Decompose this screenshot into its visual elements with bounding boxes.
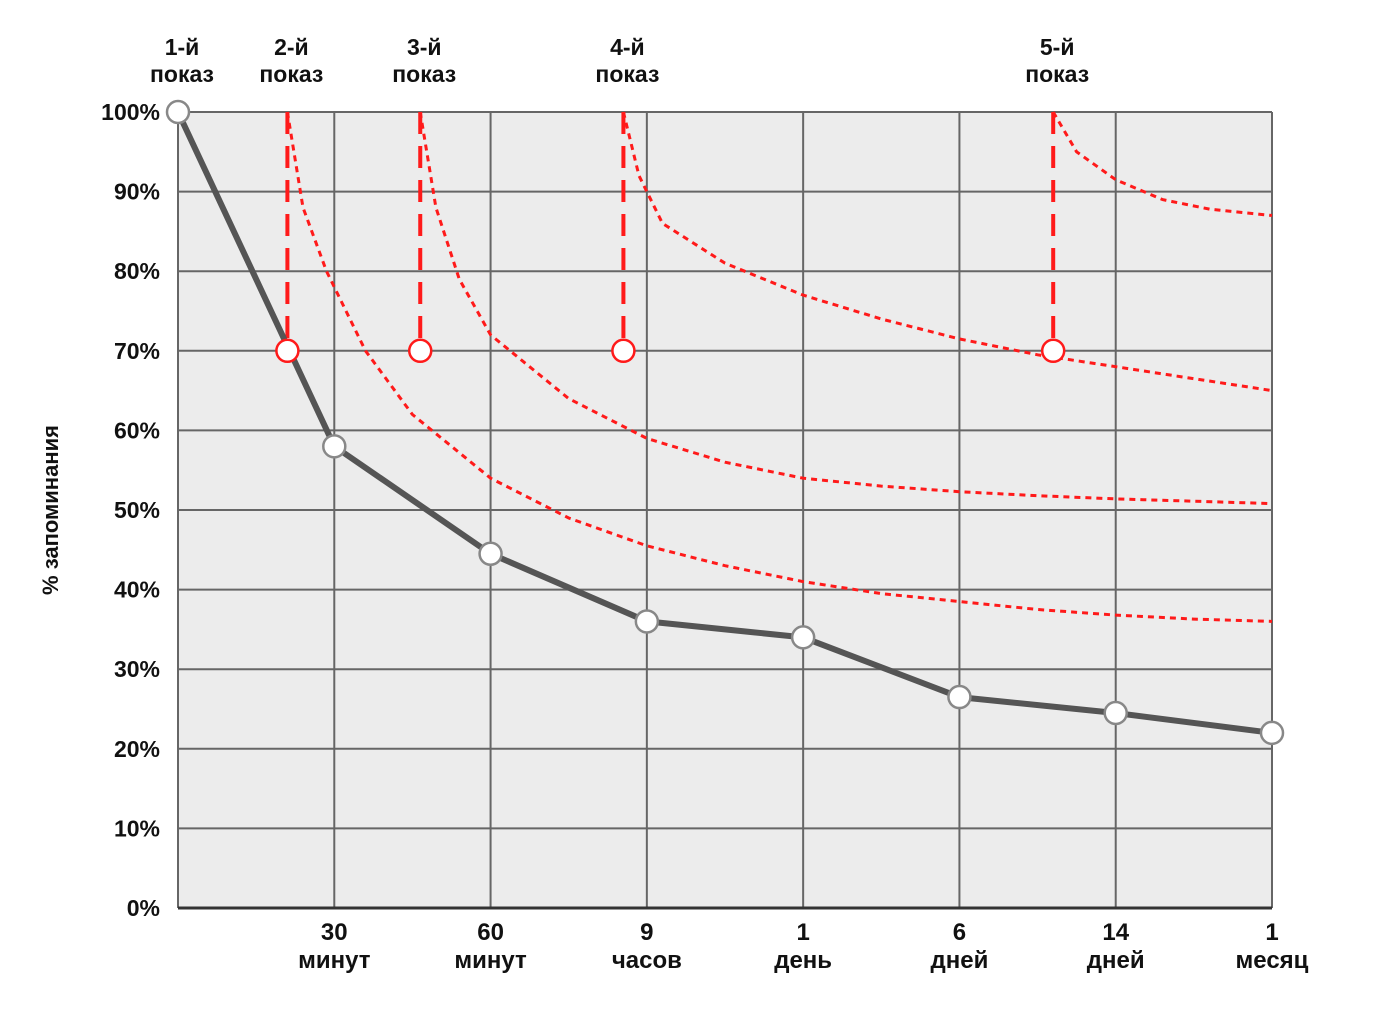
y-tick-label: 0% [127,895,160,921]
y-tick-label: 70% [114,338,160,364]
repetition-label: показ [595,61,659,87]
repetition-label: 4-й [610,34,645,60]
data-point-marker [478,541,503,567]
y-tick-label: 60% [114,417,160,443]
repetition-marker [1040,338,1066,364]
x-tick-label: 14 [1102,919,1129,946]
review-curves [285,111,1273,623]
review-curve-line [1051,111,1273,217]
y-tick-label: 30% [114,656,160,682]
repetition-label: показ [259,61,323,87]
x-tick-label: 9 [640,919,653,946]
data-point-marker [1259,720,1285,746]
review-curve-line [285,111,1273,623]
forgetting-curve-line [175,110,1273,736]
y-tick-label: 20% [114,736,160,762]
repetition-label: 2-й [274,34,309,60]
x-tick-label: дней [1087,947,1145,974]
y-tick-label: 50% [114,497,160,523]
y-tick-label: 10% [114,815,160,841]
y-axis-label: % запоминания [38,425,63,595]
data-point-marker [322,434,347,459]
x-tick-labels: 30минут60минут9часов1день6дней14дней1мес… [298,919,1309,974]
repetition-label: показ [1025,61,1089,87]
curve-markers [165,99,1285,746]
x-tick-label: 60 [477,919,504,946]
x-tick-label: 30 [321,919,348,946]
x-tick-label: минут [454,947,527,974]
y-tick-label: 40% [114,577,160,603]
repetition-label: показ [150,61,214,87]
repetition-label: показ [392,61,456,87]
x-tick-label: часов [612,947,682,974]
repetition-label: 3-й [407,34,442,60]
data-point-marker [1103,700,1128,726]
data-point-marker [634,609,660,634]
forgetting-curve [175,110,1273,736]
data-point-marker [790,625,816,650]
repetition-marker [275,338,300,364]
y-tick-label: 100% [101,99,160,125]
x-tick-label: 6 [953,919,966,946]
x-tick-label: минут [298,947,371,974]
repetition-marker [611,338,636,364]
review-curve-line [621,111,1273,393]
x-tick-label: месяц [1236,947,1309,974]
data-point-marker [947,684,972,710]
data-point-marker [165,99,191,125]
grid-lines [177,111,1273,910]
repetition-label: 5-й [1040,34,1075,60]
repetition-label: 1-й [165,34,200,60]
y-tick-label: 90% [114,179,160,205]
x-tick-label: день [774,947,832,974]
y-tick-labels: 0% 10% 20% 30% 40% 50% 60% 70% 80% 90% 100% [101,99,160,921]
repetition-marker [407,338,433,364]
repetition-drop-lines [285,112,1056,351]
x-tick-label: 1 [1265,919,1278,946]
y-tick-label: 80% [114,258,160,284]
x-tick-label: дней [931,947,989,974]
x-tick-label: 1 [796,919,809,946]
